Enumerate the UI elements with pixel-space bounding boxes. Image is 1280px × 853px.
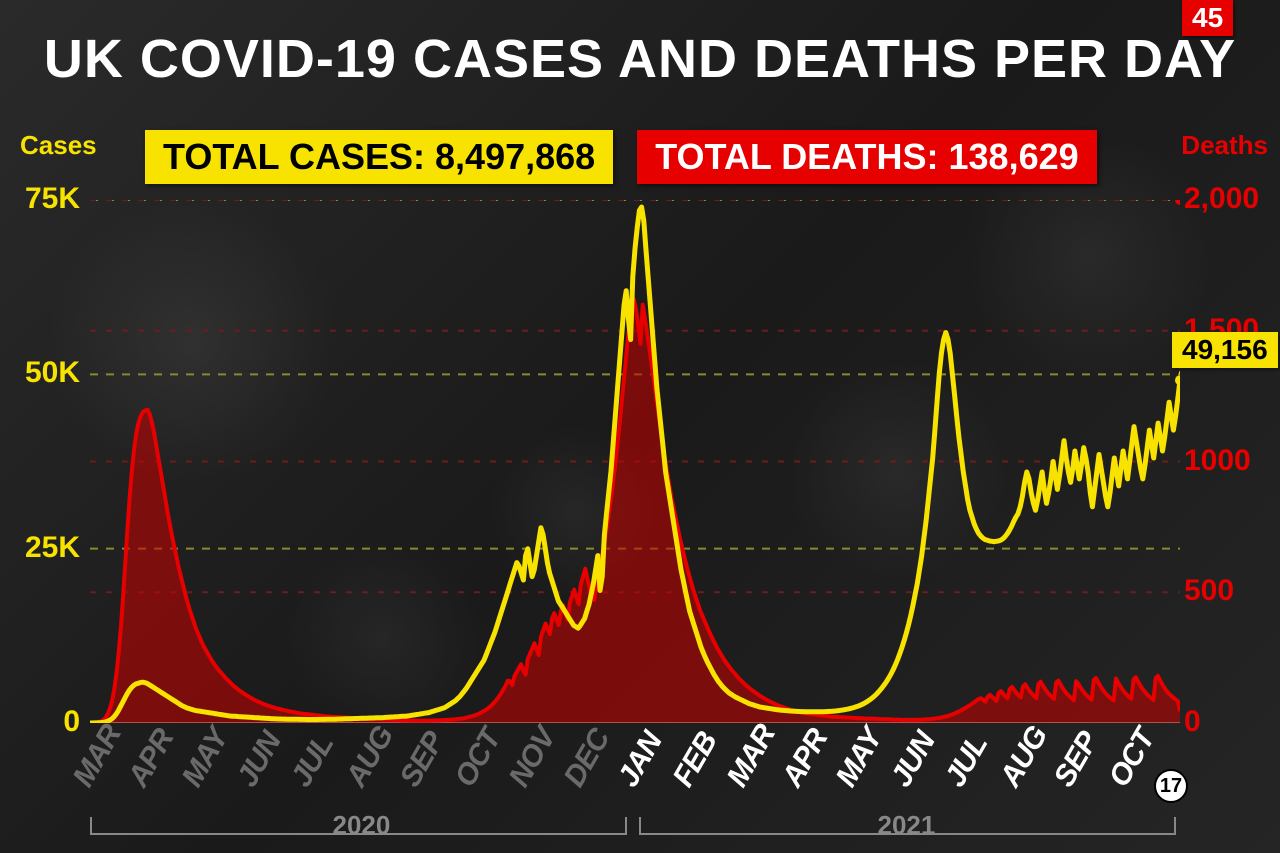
month-label: OCT [1102, 724, 1162, 793]
month-label: JUN [884, 727, 942, 793]
chart-plot-area [90, 200, 1180, 723]
totals-badges: TOTAL CASES: 8,497,868 TOTAL DEATHS: 138… [145, 130, 1097, 184]
right-ytick: 1000 [1184, 444, 1274, 478]
month-label: JAN [612, 727, 670, 793]
total-deaths-badge: TOTAL DEATHS: 138,629 [637, 130, 1096, 184]
month-label: JUL [285, 730, 341, 793]
left-ytick: 75K [10, 182, 80, 216]
month-label: DEC [557, 724, 617, 793]
month-label: MAY [830, 723, 890, 793]
left-ytick: 0 [10, 705, 80, 739]
left-ytick: 50K [10, 356, 80, 390]
day-number-badge: 17 [1154, 769, 1188, 803]
left-axis-title: Cases [20, 130, 97, 161]
month-label: NOV [503, 722, 563, 793]
month-label: APR [121, 724, 181, 793]
right-ytick: 2,000 [1184, 182, 1274, 216]
month-label: FEB [666, 727, 724, 793]
x-axis-labels: MARAPRMAYJUNJULAUGSEPOCTNOVDECJANFEBMARA… [90, 733, 1180, 793]
total-cases-badge: TOTAL CASES: 8,497,868 [145, 130, 613, 184]
month-label: JUL [939, 730, 995, 793]
right-ytick: 500 [1184, 574, 1274, 608]
year-label-2020: 2020 [333, 810, 391, 841]
endpoint-deaths-badge: 45 [1182, 0, 1233, 36]
right-axis-title: Deaths [1181, 130, 1268, 161]
chart-title: UK COVID-19 CASES AND DEATHS PER DAY [0, 28, 1280, 90]
month-label: JUN [230, 727, 288, 793]
year-label-2021: 2021 [878, 810, 936, 841]
left-ytick: 25K [10, 531, 80, 565]
month-label: OCT [448, 724, 508, 793]
month-label: SEP [394, 727, 452, 793]
endpoint-cases-badge: 49,156 [1172, 332, 1278, 368]
month-label: APR [775, 724, 835, 793]
right-ytick: 0 [1184, 705, 1274, 739]
month-label: SEP [1048, 727, 1106, 793]
month-label: MAY [176, 723, 236, 793]
